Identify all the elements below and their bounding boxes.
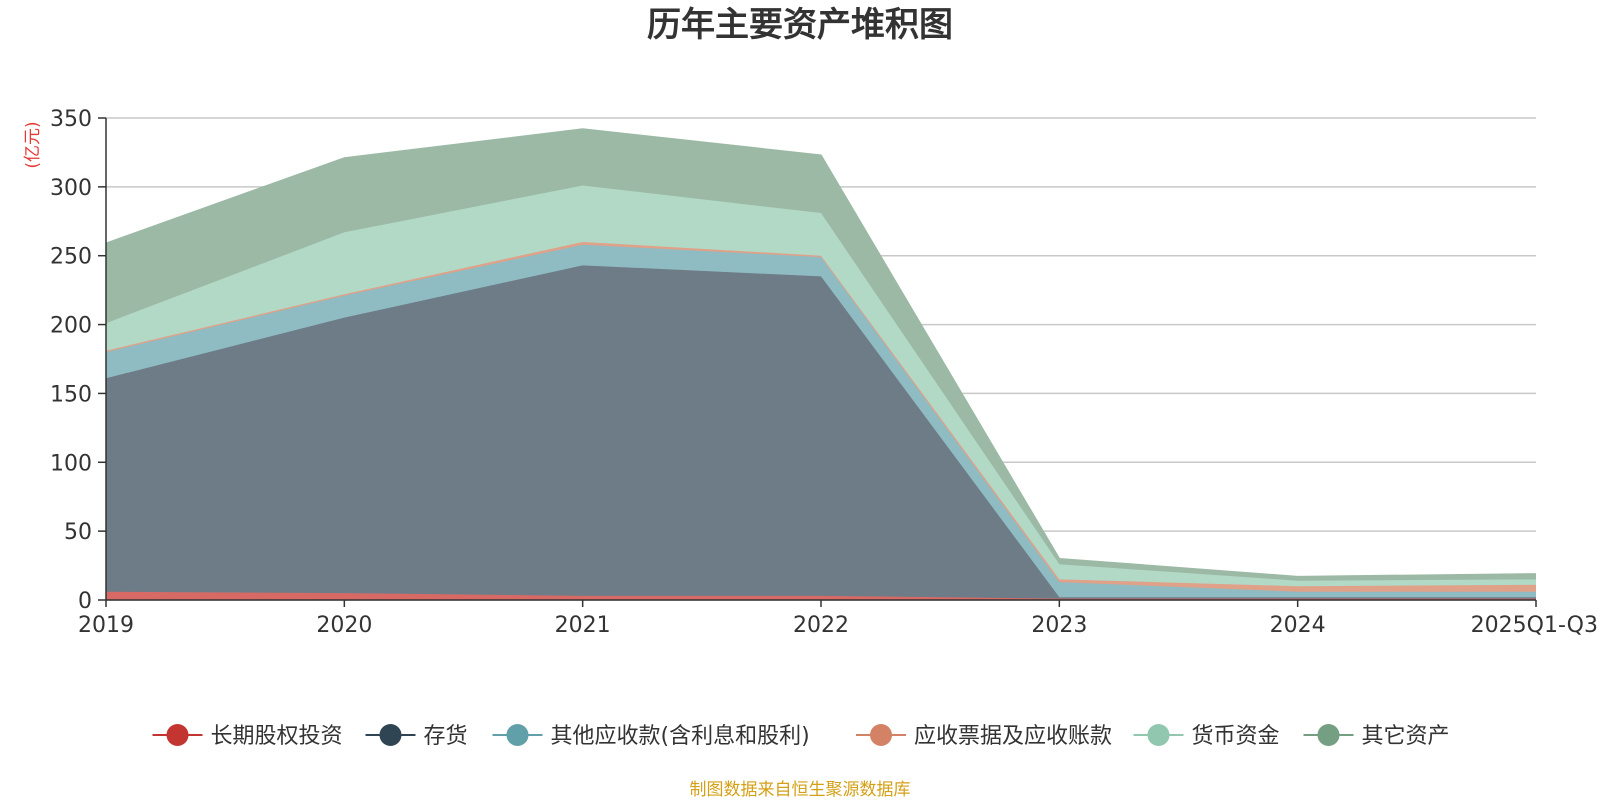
legend-label: 存货: [424, 724, 468, 749]
legend-label: 应收票据及应收账款: [914, 724, 1112, 749]
chart-title: 历年主要资产堆积图: [647, 5, 953, 45]
x-tick-label: 2021: [555, 613, 611, 638]
legend-item-5[interactable]: 货币资金: [1133, 724, 1280, 749]
legend-item-1[interactable]: 长期股权投资: [152, 724, 343, 749]
x-tick-label: 2020: [316, 613, 372, 638]
y-tick-label: 50: [64, 520, 92, 545]
legend-marker: [506, 724, 529, 746]
legend-marker: [166, 724, 189, 746]
x-tick-label: 2022: [793, 613, 849, 638]
y-tick-label: 350: [50, 107, 92, 132]
legend-marker: [1147, 724, 1170, 746]
series-line-6: [105, 128, 1537, 578]
legend[interactable]: 长期股权投资 存货 其他应收款(含利息和股利) 应收票据及应收账款 货币资金 其它资产: [152, 724, 1450, 749]
legend-item-3[interactable]: 其他应收款(含利息和股利): [492, 724, 810, 749]
x-tick-label: 2024: [1270, 613, 1326, 638]
legend-item-6[interactable]: 其它资产: [1303, 724, 1450, 749]
y-tick-label: 200: [50, 314, 92, 339]
legend-marker: [870, 724, 892, 746]
legend-label: 其他应收款(含利息和股利): [551, 724, 810, 749]
y-tick-label: 300: [50, 176, 92, 201]
legend-marker: [1317, 724, 1340, 746]
area-series-2[interactable]: [106, 265, 1536, 599]
x-tick-label: 2019: [78, 613, 134, 638]
y-axis-unit: (亿元): [23, 121, 43, 168]
area-series-group: [105, 128, 1537, 600]
x-tick-label: 2023: [1031, 613, 1087, 638]
legend-label: 货币资金: [1192, 724, 1280, 749]
legend-marker: [379, 724, 402, 746]
series-line-5: [105, 184, 1537, 582]
legend-label: 其它资产: [1362, 724, 1450, 749]
area-series-1[interactable]: [106, 591, 1536, 600]
x-tick-label: 2025Q1-Q3: [1471, 613, 1598, 638]
y-tick-label: 150: [50, 382, 92, 407]
legend-item-4[interactable]: 应收票据及应收账款: [856, 724, 1112, 749]
legend-item-2[interactable]: 存货: [365, 724, 468, 749]
axes: 0 50 100 150 200 250 300 350 2019 2020 2021 2022 202…: [50, 107, 1598, 638]
y-tick-label: 0: [78, 589, 92, 614]
legend-label: 长期股权投资: [211, 724, 343, 749]
y-tick-label: 250: [50, 245, 92, 270]
y-tick-label: 100: [50, 451, 92, 476]
data-source-note: 制图数据来自恒生聚源数据库: [690, 780, 911, 800]
